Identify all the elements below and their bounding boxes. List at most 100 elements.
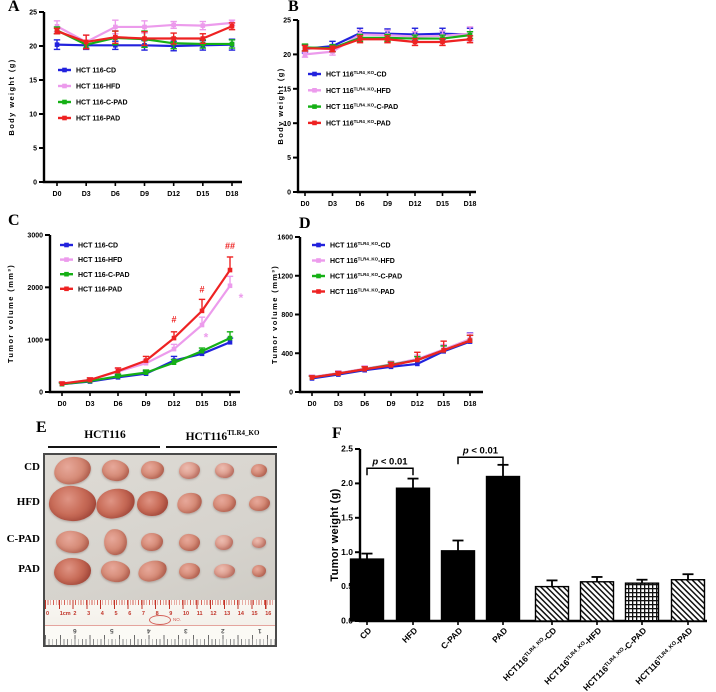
photo-row-label-c-pad: C-PAD	[6, 533, 40, 545]
x-tick-label: D6	[111, 191, 120, 198]
data-point	[227, 283, 233, 289]
legend-label: HCT 116TLR4_KO-C-PAD	[330, 272, 402, 281]
ruler-number: 9	[169, 611, 173, 617]
tumor-volume-chart-hct116-tlr4ko: 0 400 800 1200 1600 Tumor volume (mm³) D0 D3 D6 D…	[270, 235, 483, 408]
panel-e-tumor-photo: HCT116 HCT116TLR4_KO CD HFD C-PAD PAD 0 1cm 2…	[0, 420, 320, 692]
tumor-photo: 0 1cm 2 3 4 5 6 7 8 9 10 11 12 13 14 15 16 NO. 6 5 4 3 2 1	[43, 453, 277, 647]
data-point	[200, 36, 206, 41]
ruler-inch-scale: 6 5 4 3 2 1	[45, 625, 275, 645]
photo-row-label-cd: CD	[24, 461, 40, 473]
tumor	[178, 563, 200, 579]
y-tick-label: 0	[289, 390, 293, 397]
y-tick-label: 25	[283, 18, 291, 25]
y-tick-label: 5	[33, 146, 37, 153]
ruler-number: 7	[141, 611, 145, 617]
legend-marker-point	[316, 273, 321, 279]
y-tick-label: 1000	[27, 337, 43, 344]
data-point	[302, 52, 308, 57]
p-value-label: p < 0.01	[462, 445, 499, 456]
data-point	[336, 371, 341, 376]
ruler-number: 0	[46, 611, 50, 617]
y-tick-label: 0	[287, 190, 291, 197]
data-point	[227, 267, 233, 273]
tumor	[135, 557, 169, 585]
significance-bracket	[457, 456, 504, 465]
x-tick-label: D3	[86, 401, 95, 408]
y-tick-label: 2000	[27, 285, 43, 292]
y-tick-label: 20	[29, 44, 37, 51]
legend: HCT 116TLR4_KO-CD HCT 116TLR4_KO-HFD HCT 1…	[308, 70, 398, 128]
data-point	[330, 46, 335, 52]
legend-label: HCT 116-CD	[78, 243, 118, 250]
data-point	[142, 36, 147, 41]
tumor	[99, 456, 131, 484]
ruler-inch-number: 2	[221, 627, 225, 634]
y-tick-label: 15	[29, 78, 37, 85]
ruler-number: 16	[265, 611, 272, 617]
legend-marker-point	[62, 99, 67, 105]
photo-row-label-pad: PAD	[18, 563, 40, 575]
ruler-number: 1cm	[59, 611, 71, 617]
ruler-inch-number: 6	[73, 627, 77, 634]
x-tick-label: D3	[334, 401, 343, 408]
ruler-number: 6	[128, 611, 132, 617]
bar-label: PAD	[490, 625, 509, 644]
tumor	[212, 494, 236, 512]
panel-a-body-weight-hct116: 0 5 10 15 20 25 Body weight (g) D0 D3 D6 D9 D12 D15 D…	[0, 0, 252, 205]
data-point	[199, 322, 205, 328]
header-underline	[166, 446, 277, 449]
legend-label: HCT 116-PAD	[78, 286, 122, 293]
x-tick-label: D3	[82, 191, 91, 198]
significance-annotation: #	[171, 314, 176, 324]
x-tick-label: D9	[142, 401, 151, 408]
data-point	[441, 348, 446, 353]
panel-label-e: E	[36, 419, 47, 436]
data-point	[113, 24, 118, 30]
body-weight-chart-hct116: 0 5 10 15 20 25 Body weight (g) D0 D3 D6 D9 D12 D15 D…	[7, 10, 242, 198]
x-tick-label: D0	[301, 201, 310, 208]
ruler-inch-number: 1	[258, 627, 262, 634]
x-tick-label: D18	[226, 191, 239, 198]
data-point	[171, 360, 177, 365]
x-tick-label: D9	[387, 401, 396, 408]
data-point	[412, 39, 418, 45]
ruler-number: 4	[100, 611, 104, 617]
bar-3	[485, 475, 521, 622]
legend-marker-point	[316, 242, 321, 248]
tumor	[213, 461, 235, 479]
panel-label-c: C	[8, 212, 20, 229]
tumor	[98, 558, 132, 584]
bar-label: C-PAD	[439, 625, 465, 651]
legend-marker-point	[316, 258, 321, 263]
data-point	[171, 22, 176, 28]
legend: HCT 116TLR4_KO-CD HCT 116TLR4_KO-HFD HCT 1…	[312, 241, 402, 296]
series-red	[58, 256, 234, 386]
data-point	[115, 368, 121, 374]
x-tick-label: D12	[168, 401, 181, 408]
legend-marker-point	[62, 67, 67, 73]
panel-label-b: B	[288, 0, 299, 15]
significance-annotation: *	[239, 291, 244, 305]
bar-7	[670, 579, 706, 622]
x-tick-label: D12	[167, 191, 180, 198]
data-point	[171, 36, 176, 41]
panel-f-tumor-weight: 0.0 0.5 1.0 1.5 2.0 2.5 Tumor weight (g) CD HFD C…	[328, 424, 716, 692]
legend-label: HCT 116-CD	[76, 68, 116, 75]
series-red	[301, 35, 474, 53]
tumor	[248, 495, 270, 511]
tumor	[51, 455, 93, 486]
data-point	[357, 36, 363, 42]
tumor	[252, 565, 266, 577]
y-tick-label: 1.5	[341, 512, 353, 522]
bar-5	[579, 581, 615, 622]
y-axis-title: Body weight (g)	[276, 67, 285, 144]
data-point	[302, 45, 308, 51]
legend-label: HCT 116TLR4_KO-PAD	[326, 119, 391, 128]
panel-label-a: A	[8, 0, 20, 15]
tumor	[174, 490, 204, 516]
bar-label: CD	[358, 625, 374, 641]
data-point	[467, 36, 473, 42]
y-tick-label: 0	[39, 390, 43, 397]
y-axis-title: Body weight (g)	[7, 58, 16, 135]
body-weight-chart-hct116-tlr4ko: 0 5 10 15 20 25 Body weight (g) D0 D3 D6 D9 D12 D15 D…	[276, 18, 477, 208]
